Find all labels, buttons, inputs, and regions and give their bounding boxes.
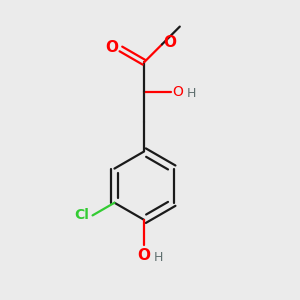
Text: O: O [164,35,176,50]
Text: O: O [138,248,151,263]
Text: O: O [106,40,118,55]
Text: O: O [172,85,183,99]
Text: H: H [154,251,163,264]
Text: H: H [186,87,196,100]
Text: Cl: Cl [75,208,90,222]
